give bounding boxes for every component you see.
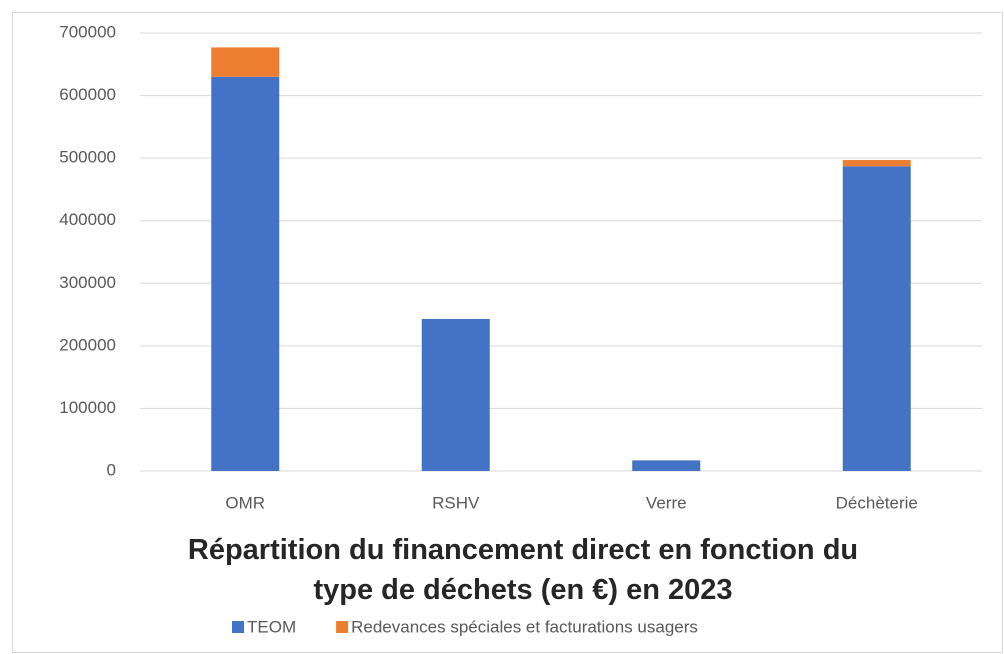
x-tick-label: OMR	[225, 493, 265, 512]
bar-segment	[421, 318, 490, 471]
y-tick-label: 400000	[59, 210, 116, 229]
chart-title: Répartition du financement direct en fon…	[188, 534, 858, 606]
bar-segment	[842, 166, 911, 471]
title-line: type de déchets (en €) en 2023	[313, 574, 732, 606]
x-tick-label: Verre	[646, 493, 687, 512]
y-tick-label: 600000	[59, 85, 116, 104]
legend-label: TEOM	[247, 617, 296, 636]
y-tick-label: 0	[107, 460, 116, 479]
y-tick-label: 200000	[59, 335, 116, 354]
y-tick-label: 100000	[59, 398, 116, 417]
x-tick-label: RSHV	[432, 493, 480, 512]
x-tick-label: Déchèterie	[836, 493, 918, 512]
legend-swatch	[336, 621, 349, 633]
bar-segment	[842, 160, 911, 167]
bar-segment	[211, 47, 280, 77]
title-line: Répartition du financement direct en fon…	[188, 534, 858, 566]
legend-label: Redevances spéciales et facturations usa…	[351, 617, 698, 636]
chart-frame	[12, 12, 1003, 653]
y-tick-label: 300000	[59, 273, 116, 292]
bar-segment	[211, 76, 280, 472]
y-tick-label: 700000	[59, 22, 116, 41]
y-tick-label: 500000	[59, 148, 116, 167]
bar-segment	[632, 460, 701, 471]
legend-swatch	[232, 621, 244, 633]
